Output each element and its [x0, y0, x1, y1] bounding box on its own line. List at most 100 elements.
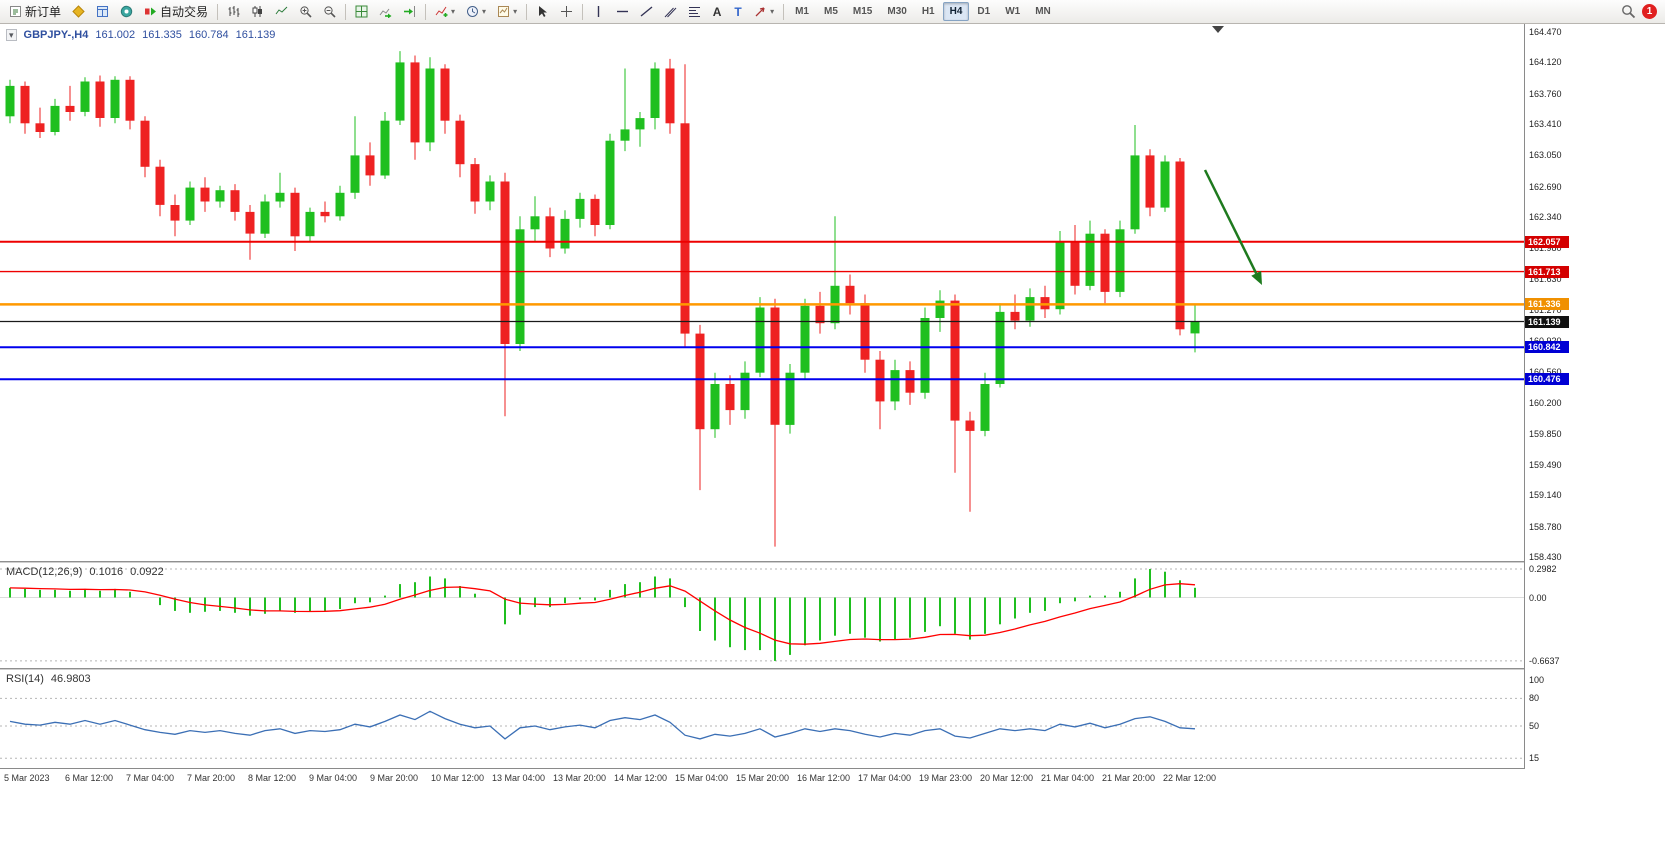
time-axis-label: 20 Mar 12:00	[980, 773, 1034, 783]
tf-m1-button[interactable]: M1	[795, 6, 809, 17]
candlestick-type-button[interactable]	[246, 2, 269, 22]
chart-close-value: 161.139	[235, 29, 276, 41]
price-tag-160.476: 160.476	[1525, 373, 1569, 385]
candle-body	[485, 181, 495, 202]
one-click-trading-toggle[interactable]: ▾	[6, 29, 17, 41]
cursor-button[interactable]	[531, 2, 554, 22]
candle-body	[1010, 311, 1020, 321]
chart-low-value: 160.784	[188, 29, 229, 41]
candle-body	[470, 164, 480, 202]
price-axis-label: 160.560	[1529, 367, 1562, 377]
bar-chart-type-button[interactable]	[222, 2, 245, 22]
horizontal-line-button[interactable]	[611, 2, 634, 22]
auto-scroll-button[interactable]	[374, 2, 397, 22]
candle-body	[110, 79, 120, 118]
candle-body	[1070, 242, 1080, 286]
time-axis-label: 9 Mar 20:00	[370, 773, 419, 783]
candle-body	[500, 181, 510, 344]
price-axis-label: 162.340	[1529, 212, 1562, 222]
chart-shift-marker[interactable]	[1212, 26, 1224, 33]
channel-button[interactable]	[659, 2, 682, 22]
main-chart-canvas[interactable]	[0, 24, 1524, 561]
candle-body	[695, 333, 705, 430]
vertical-line-button[interactable]	[587, 2, 610, 22]
candle-body	[230, 190, 240, 212]
chevron-down-icon: ▾	[770, 6, 775, 16]
rsi-axis-label: 15	[1529, 753, 1540, 763]
candle-body	[20, 85, 30, 124]
tile-windows-button[interactable]	[350, 2, 373, 22]
candle-body	[320, 211, 330, 217]
indicators-button[interactable]: ▾	[430, 2, 460, 22]
auto-trading-label: 自动交易	[160, 5, 209, 19]
candle-body	[710, 384, 720, 430]
time-axis-label: 21 Mar 04:00	[1041, 773, 1095, 783]
toolbar-separator	[345, 3, 347, 20]
price-axis-label: 158.430	[1529, 552, 1562, 562]
search-icon[interactable]	[1621, 4, 1636, 19]
price-axis-label: 159.140	[1529, 490, 1562, 500]
new-order-button[interactable]: 新订单	[4, 2, 66, 22]
candle-body	[725, 384, 735, 411]
tf-h4-button[interactable]: H4	[942, 2, 970, 21]
time-axis-label: 15 Mar 04:00	[675, 773, 729, 783]
candle-body	[1130, 155, 1140, 230]
tile-windows-icon	[355, 5, 368, 18]
tf-mn-button[interactable]: MN	[1035, 6, 1051, 17]
arrows-button[interactable]: ▾	[749, 2, 779, 22]
candle-body	[170, 205, 180, 221]
main-chart-panel[interactable]: ▾ GBPJPY-,H4 161.002 161.335 160.784 161…	[0, 24, 1524, 561]
crosshair-button[interactable]	[555, 2, 578, 22]
time-axis-label: 16 Mar 12:00	[797, 773, 851, 783]
candle-body	[950, 300, 960, 421]
tf-h1-button[interactable]: H1	[921, 6, 935, 17]
tf-m5-button[interactable]: M5	[824, 6, 838, 17]
fibonacci-button[interactable]	[683, 2, 706, 22]
zoom-out-button[interactable]	[318, 2, 341, 22]
candle-body	[515, 229, 525, 344]
clock-icon	[466, 5, 479, 18]
chevron-down-icon: ▾	[482, 6, 487, 16]
candle-body	[545, 216, 555, 249]
panel-divider[interactable]	[0, 561, 1665, 563]
toolbar: 新订单 自动交易 ▾ ▾ ▾ A T ▾	[0, 0, 1665, 24]
tf-d1-button[interactable]: D1	[977, 6, 991, 17]
time-axis-label: 7 Mar 20:00	[187, 773, 236, 783]
navigator-button[interactable]	[115, 2, 138, 22]
auto-trading-button[interactable]: 自动交易	[139, 2, 213, 22]
label-button[interactable]: T	[728, 2, 748, 22]
candle-body	[155, 166, 165, 205]
periods-button[interactable]: ▾	[461, 2, 491, 22]
zoom-in-button[interactable]	[294, 2, 317, 22]
panel-divider[interactable]	[0, 668, 1665, 670]
templates-button[interactable]: ▾	[492, 2, 522, 22]
trendline-button[interactable]	[635, 2, 658, 22]
line-chart-type-button[interactable]	[270, 2, 293, 22]
candle-body	[1115, 229, 1125, 292]
notification-badge[interactable]: 1	[1642, 4, 1657, 19]
market-watch-button[interactable]	[67, 2, 90, 22]
arrow-tool-icon	[754, 5, 767, 18]
candle-body	[65, 105, 75, 112]
time-axis-label: 13 Mar 20:00	[553, 773, 607, 783]
data-window-button[interactable]	[91, 2, 114, 22]
rsi-canvas[interactable]	[0, 670, 1524, 768]
tf-w1-button[interactable]: W1	[1005, 6, 1021, 17]
arrow-annotation-head	[1251, 270, 1262, 285]
macd-label: MACD(12,26,9) 0.1016 0.0922	[6, 566, 164, 578]
candle-body	[980, 384, 990, 431]
macd-panel[interactable]	[0, 563, 1524, 668]
candle-body	[215, 190, 225, 202]
candle-body	[770, 307, 780, 425]
arrow-annotation[interactable]	[1203, 169, 1258, 274]
time-axis[interactable]: 5 Mar 2023 6 Mar 12:00 7 Mar 04:00 7 Mar 20…	[0, 768, 1665, 790]
tf-m30-button[interactable]: M30	[887, 6, 907, 17]
candle-body	[455, 120, 465, 165]
chart-shift-button[interactable]	[398, 2, 421, 22]
price-axis[interactable]: 164.470 164.120 163.760 163.410 163.050 162.6…	[1524, 24, 1665, 769]
text-button[interactable]: A	[707, 2, 727, 22]
rsi-panel[interactable]	[0, 670, 1524, 768]
macd-canvas[interactable]	[0, 563, 1524, 668]
tf-m15-button[interactable]: M15	[852, 6, 873, 17]
candle-body	[785, 372, 795, 425]
